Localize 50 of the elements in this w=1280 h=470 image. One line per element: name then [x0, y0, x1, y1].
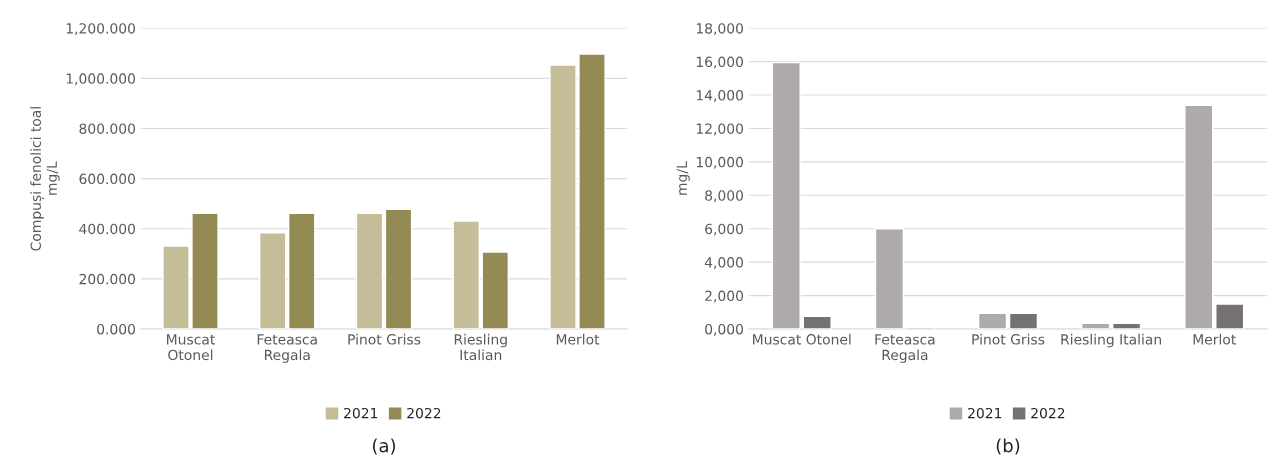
x-tick-label: Merlot [556, 333, 600, 345]
bar [802, 315, 832, 329]
y-tick-label: 600.000 [79, 173, 136, 185]
y-tick-label: 14,000 [696, 90, 744, 102]
bar [452, 220, 481, 329]
bar [874, 228, 905, 329]
y-axis-title: Compuși fenolici toal mg/L [30, 107, 60, 251]
y-tick-label: 6,000 [705, 223, 744, 236]
x-tick-label: Riesling Italian [454, 333, 507, 361]
y-tick-label: 2,000 [705, 290, 744, 303]
y-tick-label: 18,000 [696, 23, 744, 36]
bar [1184, 104, 1214, 329]
bar [1111, 322, 1142, 329]
y-tick-label: 1,000.000 [66, 73, 136, 86]
x-tick-label: Feteasca Regala [875, 334, 935, 363]
legend-label: 2021 [344, 407, 378, 419]
y-tick-label: 16,000 [696, 56, 744, 69]
text: (b) [996, 438, 1020, 455]
bar [355, 212, 384, 329]
legend-label: 2022 [1031, 407, 1065, 419]
bar [258, 232, 287, 329]
y-tick-label: 0.000 [97, 323, 136, 335]
bar [1081, 322, 1111, 329]
x-tick-label: Pinot Griss [348, 333, 421, 345]
legend-label: 2021 [968, 407, 1002, 419]
x-tick-label: Muscat Otonel [167, 334, 215, 361]
legend-label: 2022 [407, 407, 441, 419]
bar [771, 61, 801, 329]
y-tick-label: 4,000 [704, 257, 744, 270]
bar [481, 251, 510, 329]
x-tick-label: Feteasca Regala [257, 334, 317, 363]
y-tick-label: 200.000 [79, 273, 136, 285]
text: (a) [372, 438, 396, 455]
bar [287, 212, 316, 329]
y-tick-label: 10,000 [696, 156, 744, 169]
y-tick-label: 1,200.000 [66, 23, 136, 36]
y-axis-title: mg/L [676, 161, 690, 195]
y-tick-label: 8,000 [705, 190, 744, 203]
y-tick-label: 800.000 [79, 123, 136, 134]
bar [384, 208, 413, 329]
y-tick-label: 400.000 [79, 223, 136, 235]
x-tick-label: Pinot Griss [972, 333, 1045, 345]
bar [1008, 312, 1039, 329]
x-tick-label: Muscat Otonel [753, 333, 851, 345]
x-tick-label: Riesling Italian [1061, 333, 1162, 348]
y-tick-label: 0,000 [705, 323, 744, 336]
y-tick-label: 12,000 [696, 123, 744, 136]
bar [977, 312, 1008, 329]
x-tick-label: Merlot [1193, 333, 1236, 345]
bar [1215, 303, 1245, 329]
